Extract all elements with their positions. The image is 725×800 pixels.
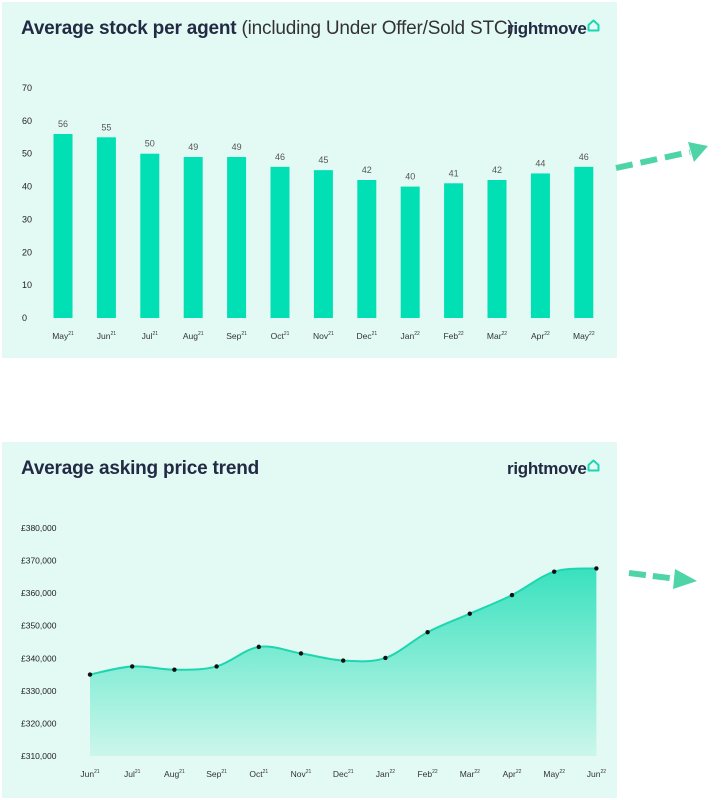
y-tick-label: £370,000 [21,556,57,566]
x-tick-label: Mar22 [460,769,480,779]
bar [227,157,247,318]
x-tick-label: Jan22 [401,331,420,341]
x-tick-label: Apr22 [503,769,522,779]
chart-title: Average stock per agent (including Under… [21,18,514,39]
data-label: 49 [188,142,198,152]
y-tick-label: 70 [22,83,32,93]
x-tick-label: Feb22 [443,331,463,341]
trend-arrow-icon [628,569,697,589]
y-tick-label: £380,000 [21,523,57,533]
rightmove-logo: rightmove [507,459,600,479]
bar [96,137,116,318]
data-label: 55 [101,122,111,132]
bar [444,183,464,318]
bar [140,153,160,318]
x-tick-label: May22 [573,331,595,341]
y-tick-label: £310,000 [21,751,57,761]
data-label: 41 [449,168,459,178]
x-tick-label: Nov21 [313,331,334,341]
x-tick-label: Oct21 [271,331,290,341]
y-tick-label: 30 [22,214,32,224]
x-tick-label: Sep21 [206,769,227,779]
house-icon [587,19,600,32]
data-label: 44 [535,158,545,168]
y-tick-label: £350,000 [21,621,57,631]
bar [530,173,550,318]
bar [183,157,203,318]
x-tick-label: Dec21 [333,769,354,779]
x-tick-label: Nov21 [291,769,312,779]
bar-chart: 70 60 50 40 30 20 10 0 56 May21 55 Jun21 50 Jul21 49 Au… [22,83,595,341]
data-point [425,630,430,635]
bar [357,180,377,318]
data-label: 56 [58,119,68,129]
rightmove-logo: rightmove [507,19,600,39]
y-tick-label: £340,000 [21,653,57,663]
x-tick-label: Dec21 [356,331,377,341]
x-tick-label: Jan22 [376,769,395,779]
x-tick-label: Aug21 [183,331,204,341]
x-tick-label: Sep21 [226,331,247,341]
y-tick-label: 50 [22,149,32,159]
trend-arrow-icon [615,142,708,171]
stock-per-agent-panel: Average stock per agent (including Under… [2,2,617,358]
bar [574,166,594,318]
y-tick-label: 40 [22,182,32,192]
data-label: 42 [492,165,502,175]
y-tick-label: 10 [22,280,32,290]
x-tick-label: May22 [543,769,565,779]
data-label: 40 [405,172,415,182]
data-label: 50 [145,139,155,149]
chart-title: Average asking price trend [21,458,260,479]
data-label: 45 [318,155,328,165]
data-point [87,672,93,677]
x-tick-label: Jun21 [97,331,116,341]
data-label: 46 [579,152,589,162]
y-tick-label: 60 [22,116,32,126]
data-point [509,592,515,598]
data-label: 49 [232,142,242,152]
bar [400,186,420,318]
y-tick-label: £360,000 [21,588,57,598]
data-point [552,569,557,574]
bar [487,180,507,318]
x-tick-label: Apr22 [531,331,550,341]
x-tick-label: Aug21 [164,769,185,779]
house-icon [587,459,600,472]
bar [313,170,333,318]
asking-price-panel: Average asking price trend rightmove £38… [2,442,617,798]
data-label: 46 [275,152,285,162]
data-point [172,667,177,672]
data-point [298,651,304,656]
x-tick-label: Jun21 [80,769,99,779]
y-tick-label: 20 [22,247,32,257]
x-tick-label: Mar22 [487,331,507,341]
y-tick-label: £320,000 [21,718,57,728]
x-tick-label: May21 [52,331,74,341]
bar [53,134,73,318]
x-tick-label: Jul21 [142,331,159,341]
x-tick-label: Jul21 [124,769,141,779]
y-tick-label: £330,000 [21,686,57,696]
data-point [256,644,261,650]
x-tick-label: Feb22 [417,769,437,779]
data-point [467,611,472,616]
data-point [214,664,219,669]
data-point [130,664,135,669]
y-tick-label: 0 [22,313,27,323]
bar [270,166,290,318]
data-point [383,655,388,661]
x-tick-label: Jun22 [587,769,606,779]
data-point [341,658,346,663]
x-tick-label: Oct21 [249,769,268,779]
data-point [594,566,599,571]
area-chart: £380,000 £370,000 £360,000 £350,000 £340,000… [21,523,606,779]
data-label: 42 [362,165,372,175]
chart-subtitle: (including Under Offer/Sold STC) [241,18,514,39]
